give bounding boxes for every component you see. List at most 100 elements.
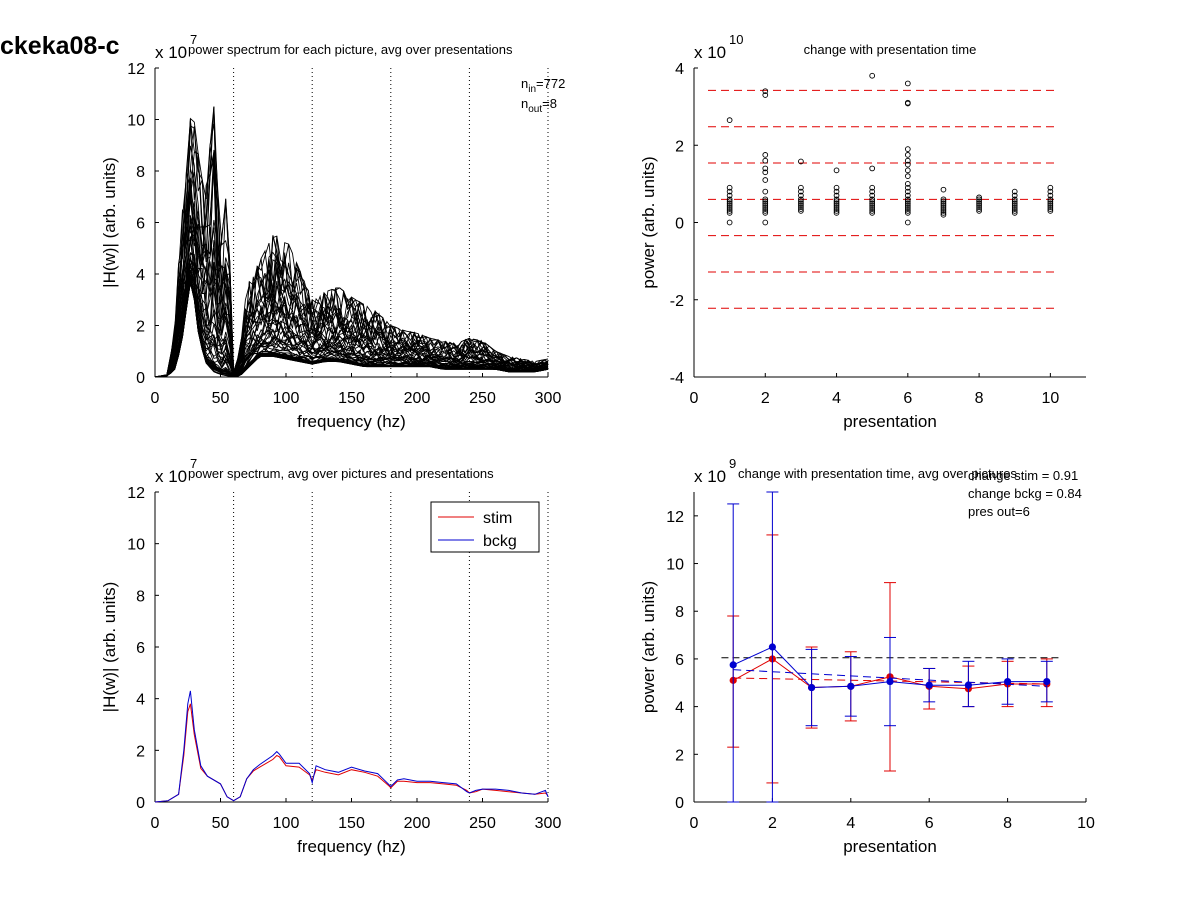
y-axis-label: |H(w)| (arb. units) (100, 157, 119, 288)
data-point (762, 92, 769, 98)
x-tick-label: 2 (768, 815, 777, 832)
data-point (726, 184, 733, 191)
data-point (798, 208, 804, 214)
data-point (904, 184, 911, 191)
data-point (904, 206, 911, 212)
panel-title: power spectrum, avg over pictures and pr… (188, 466, 494, 481)
data-point (904, 167, 911, 174)
x-tick-label: 0 (690, 815, 699, 832)
data-point (1047, 192, 1054, 199)
x-tick-label: 100 (273, 815, 300, 832)
data-point (762, 165, 769, 172)
y-tick-label: 4 (136, 692, 145, 709)
data-point (976, 200, 982, 207)
data-point (833, 167, 840, 174)
marker-bckg (1043, 677, 1051, 686)
data-point (726, 198, 733, 205)
x-tick-label: 10 (1041, 390, 1059, 407)
y-tick-label: 10 (127, 537, 145, 554)
data-point (904, 219, 911, 226)
data-point (1011, 202, 1018, 208)
y-tick-label: 2 (675, 138, 684, 155)
marker-bckg (768, 643, 777, 651)
y-tick-label: 4 (675, 700, 684, 717)
data-point (726, 200, 733, 207)
y-tick-label: 12 (666, 509, 684, 526)
y-tick-label: 4 (675, 61, 684, 78)
data-point (762, 169, 769, 176)
data-point (940, 208, 947, 214)
y-tick-label: 8 (136, 164, 145, 181)
data-point (798, 184, 804, 191)
data-point (904, 100, 911, 107)
y-tick-label: 0 (136, 370, 145, 387)
x-tick-label: 50 (212, 390, 230, 407)
exponent-label: x 10 (694, 467, 726, 486)
data-point (726, 192, 733, 199)
data-point (726, 209, 733, 216)
spectrum-trace (154, 117, 549, 378)
stat-annotation: change stim = 0.91 (968, 468, 1078, 483)
data-point (798, 198, 804, 205)
data-point (1011, 196, 1018, 203)
data-point (762, 200, 769, 207)
data-point (833, 208, 840, 214)
exponent-label: x 10 (155, 467, 187, 486)
exponent-power: 9 (729, 456, 736, 471)
data-point (762, 157, 769, 164)
data-point (726, 204, 733, 210)
data-point (904, 204, 911, 210)
data-point (869, 198, 876, 205)
data-point (833, 192, 840, 199)
data-point (833, 200, 840, 207)
data-point (762, 208, 769, 214)
data-point (726, 202, 733, 208)
data-point (726, 208, 733, 214)
panel-1: 0 50 100 150 200 250 300 0 2 4 6 8 10 12 frequency (hz… (100, 32, 565, 431)
y-tick-label: 2 (136, 319, 145, 336)
legend-label-stim: stim (483, 510, 512, 527)
data-point (762, 88, 769, 95)
data-point (869, 192, 876, 199)
y-tick-label: 2 (136, 743, 145, 760)
data-point (869, 165, 876, 172)
data-point (833, 196, 840, 203)
x-tick-label: 8 (975, 390, 984, 407)
data-point (869, 72, 876, 79)
spectrum-trace (154, 276, 549, 378)
data-point (940, 202, 947, 208)
marker-bckg (729, 661, 737, 669)
data-point (869, 196, 876, 203)
spectrum-trace (154, 212, 549, 378)
data-point (833, 202, 840, 208)
data-point (904, 181, 911, 187)
data-point (762, 188, 769, 195)
stat-annotation: change bckg = 0.84 (968, 486, 1082, 501)
x-axis-label: presentation (843, 837, 937, 856)
spectrum-trace (154, 263, 549, 378)
data-point (904, 208, 911, 214)
y-tick-label: 8 (675, 604, 684, 621)
x-tick-label: 300 (535, 390, 562, 407)
data-point (1011, 200, 1018, 207)
y-axis-label: power (arb. units) (639, 156, 658, 288)
data-point (762, 152, 769, 158)
data-point (904, 209, 911, 216)
x-tick-label: 4 (846, 815, 855, 832)
x-tick-label: 100 (273, 390, 300, 407)
x-tick-label: 250 (469, 815, 496, 832)
data-point (904, 188, 911, 195)
data-point (798, 192, 804, 199)
x-tick-label: 4 (832, 390, 841, 407)
y-tick-label: 0 (136, 795, 145, 812)
x-tick-label: 0 (690, 390, 699, 407)
y-tick-label: 4 (136, 267, 145, 284)
x-tick-label: 0 (151, 390, 160, 407)
exponent-power: 10 (729, 32, 743, 47)
data-point (762, 219, 769, 226)
data-point (1047, 206, 1054, 212)
data-point (869, 204, 876, 210)
y-tick-label: 10 (127, 113, 145, 130)
data-point (1047, 184, 1054, 191)
